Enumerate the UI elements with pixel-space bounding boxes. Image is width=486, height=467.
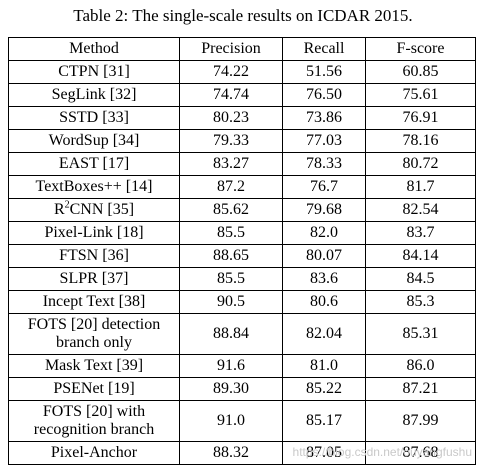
fscore-cell: 84.14 [365, 244, 476, 268]
recall-cell: 79.68 [282, 198, 366, 222]
fscore-cell: 80.72 [365, 152, 476, 176]
method-cell: CTPN [31] [8, 60, 180, 84]
recall-cell: 82.0 [282, 221, 366, 245]
fscore-cell: 60.85 [365, 60, 476, 84]
precision-cell: 89.30 [179, 377, 283, 401]
table-row: Incept Text [38] 90.5 80.6 85.3 [8, 290, 476, 314]
method-cell: FOTS [20] detection branch only [8, 313, 180, 355]
recall-cell: 85.22 [282, 377, 366, 401]
table-row: SSTD [33] 80.23 73.86 76.91 [8, 106, 476, 130]
fscore-cell: 87.99 [365, 400, 476, 442]
precision-cell: 91.6 [179, 354, 283, 378]
precision-cell: 88.65 [179, 244, 283, 268]
precision-cell: 87.2 [179, 175, 283, 199]
table-row: PSENet [19] 89.30 85.22 87.21 [8, 377, 476, 401]
fscore-cell: 78.16 [365, 129, 476, 153]
table-row: FOTS [20] with recognition branch 91.0 85… [8, 400, 476, 442]
table-row: Pixel-Link [18] 85.5 82.0 83.7 [8, 221, 476, 245]
recall-cell: 81.0 [282, 354, 366, 378]
table-row: EAST [17] 83.27 78.33 80.72 [8, 152, 476, 176]
method-line-1: FOTS [20] detection [27, 316, 161, 333]
fscore-cell: 85.3 [365, 290, 476, 314]
method-cell: FTSN [36] [8, 244, 180, 268]
method-line-1: FOTS [20] with [42, 403, 146, 420]
recall-cell: 77.03 [282, 129, 366, 153]
header-precision: Precision [179, 37, 283, 61]
fscore-cell: 83.7 [365, 221, 476, 245]
fscore-cell: 81.7 [365, 175, 476, 199]
method-cell: FOTS [20] with recognition branch [8, 400, 180, 442]
table-row: Pixel-Anchor 88.32 87.05 87.68 [8, 441, 476, 465]
recall-cell: 82.04 [282, 313, 366, 355]
recall-cell: 76.7 [282, 175, 366, 199]
recall-cell: 80.07 [282, 244, 366, 268]
method-prefix: R [53, 201, 65, 218]
precision-cell: 80.23 [179, 106, 283, 130]
method-cell: WordSup [34] [8, 129, 180, 153]
precision-cell: 85.62 [179, 198, 283, 222]
method-line-2: branch only [56, 334, 132, 351]
method-cell: SSTD [33] [8, 106, 180, 130]
precision-cell: 79.33 [179, 129, 283, 153]
precision-cell: 88.32 [179, 441, 283, 465]
method-cell: R2CNN [35] [8, 198, 180, 222]
precision-cell: 85.5 [179, 267, 283, 291]
fscore-cell: 84.5 [365, 267, 476, 291]
table-caption: Table 2: The single-scale results on ICD… [73, 6, 413, 25]
method-cell: TextBoxes++ [14] [8, 175, 180, 199]
table-row: SLPR [37] 85.5 83.6 84.5 [8, 267, 476, 291]
recall-cell: 51.56 [282, 60, 366, 84]
recall-cell: 76.50 [282, 83, 366, 107]
fscore-cell: 76.91 [365, 106, 476, 130]
table-row: CTPN [31] 74.22 51.56 60.85 [8, 60, 476, 84]
header-fscore: F-score [365, 37, 476, 61]
recall-cell: 83.6 [282, 267, 366, 291]
fscore-cell: 85.31 [365, 313, 476, 355]
precision-cell: 85.5 [179, 221, 283, 245]
precision-cell: 88.84 [179, 313, 283, 355]
precision-cell: 90.5 [179, 290, 283, 314]
table-row: FTSN [36] 88.65 80.07 84.14 [8, 244, 476, 268]
fscore-cell: 87.21 [365, 377, 476, 401]
table-row: TextBoxes++ [14] 87.2 76.7 81.7 [8, 175, 476, 199]
table-row: FOTS [20] detection branch only 88.84 82.… [8, 313, 476, 355]
recall-cell: 80.6 [282, 290, 366, 314]
recall-cell: 78.33 [282, 152, 366, 176]
method-cell: PSENet [19] [8, 377, 180, 401]
fscore-cell: 87.68 [365, 441, 476, 465]
method-cell: Pixel-Link [18] [8, 221, 180, 245]
precision-cell: 83.27 [179, 152, 283, 176]
recall-cell: 73.86 [282, 106, 366, 130]
method-cell: SegLink [32] [8, 83, 180, 107]
fscore-cell: 82.54 [365, 198, 476, 222]
results-table: Method Precision Recall F-score CTPN [31… [8, 37, 476, 465]
method-line-2: recognition branch [33, 421, 155, 438]
precision-cell: 91.0 [179, 400, 283, 442]
precision-cell: 74.74 [179, 83, 283, 107]
method-cell: Incept Text [38] [8, 290, 180, 314]
method-superscript: 2 [64, 199, 70, 211]
method-suffix: CNN [35] [69, 201, 135, 218]
watermark-text: https://blog.csdn.net/ouyangfushu [292, 445, 472, 459]
recall-cell: 87.05 [282, 441, 366, 465]
method-cell: EAST [17] [8, 152, 180, 176]
fscore-cell: 86.0 [365, 354, 476, 378]
table-row: Mask Text [39] 91.6 81.0 86.0 [8, 354, 476, 378]
table-header-row: Method Precision Recall F-score [8, 37, 476, 61]
recall-cell: 85.17 [282, 400, 366, 442]
table-row: R2CNN [35] 85.62 79.68 82.54 [8, 198, 476, 222]
method-cell: SLPR [37] [8, 267, 180, 291]
header-method: Method [8, 37, 180, 61]
table-row: WordSup [34] 79.33 77.03 78.16 [8, 129, 476, 153]
method-cell: Mask Text [39] [8, 354, 180, 378]
header-recall: Recall [282, 37, 366, 61]
table-row: SegLink [32] 74.74 76.50 75.61 [8, 83, 476, 107]
precision-cell: 74.22 [179, 60, 283, 84]
method-cell: Pixel-Anchor [8, 441, 180, 465]
fscore-cell: 75.61 [365, 83, 476, 107]
